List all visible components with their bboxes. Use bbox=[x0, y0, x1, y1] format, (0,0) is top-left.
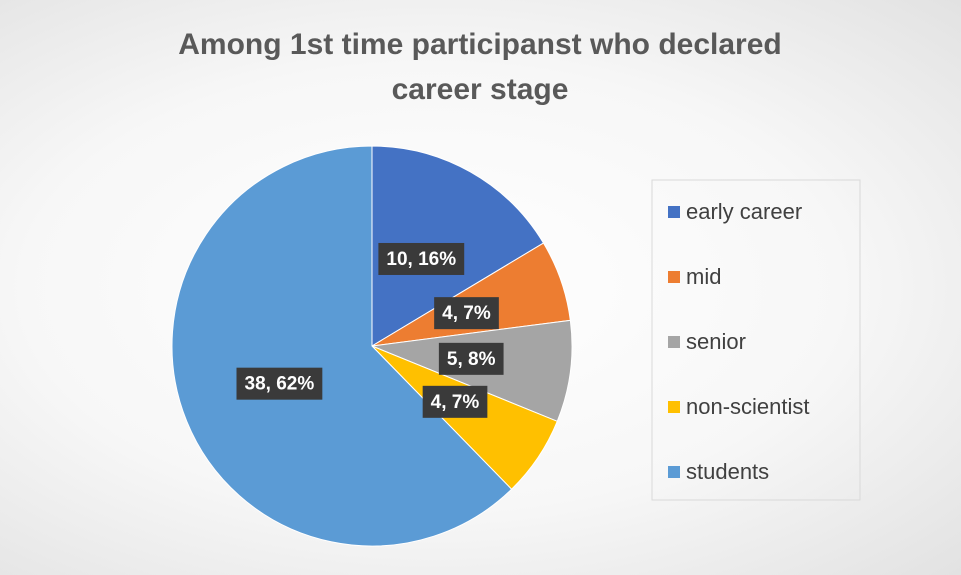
data-label-text: 4, 7% bbox=[431, 392, 480, 413]
legend-label: senior bbox=[686, 329, 746, 354]
data-label-box bbox=[236, 367, 323, 400]
chart-title: Among 1st time participanst who declared… bbox=[178, 28, 782, 106]
legend-label: non-scientist bbox=[686, 394, 810, 419]
data-label-text: 38, 62% bbox=[245, 374, 315, 395]
data-label-box bbox=[422, 385, 488, 418]
legend-swatch bbox=[668, 336, 680, 348]
data-label: 5, 8% bbox=[438, 342, 504, 375]
legend-box bbox=[651, 179, 861, 501]
data-label: 38, 62% bbox=[236, 367, 323, 400]
data-label-box bbox=[438, 342, 504, 375]
legend-label: students bbox=[686, 459, 769, 484]
data-label: 4, 7% bbox=[434, 297, 499, 330]
data-label-text: 4, 7% bbox=[442, 303, 491, 324]
data-label-box bbox=[378, 242, 465, 275]
legend-label: mid bbox=[686, 264, 721, 289]
legend-swatch bbox=[668, 206, 680, 218]
pie-slice bbox=[171, 145, 513, 547]
legend-swatch bbox=[668, 271, 680, 283]
legend-swatch bbox=[668, 401, 680, 413]
data-label: 10, 16% bbox=[378, 242, 465, 275]
data-label: 4, 7% bbox=[422, 385, 488, 418]
legend-label: early career bbox=[686, 199, 802, 224]
data-label-box bbox=[434, 297, 499, 330]
data-label-text: 10, 16% bbox=[386, 249, 456, 270]
legend-swatch bbox=[668, 466, 680, 478]
data-label-text: 5, 8% bbox=[447, 349, 496, 370]
